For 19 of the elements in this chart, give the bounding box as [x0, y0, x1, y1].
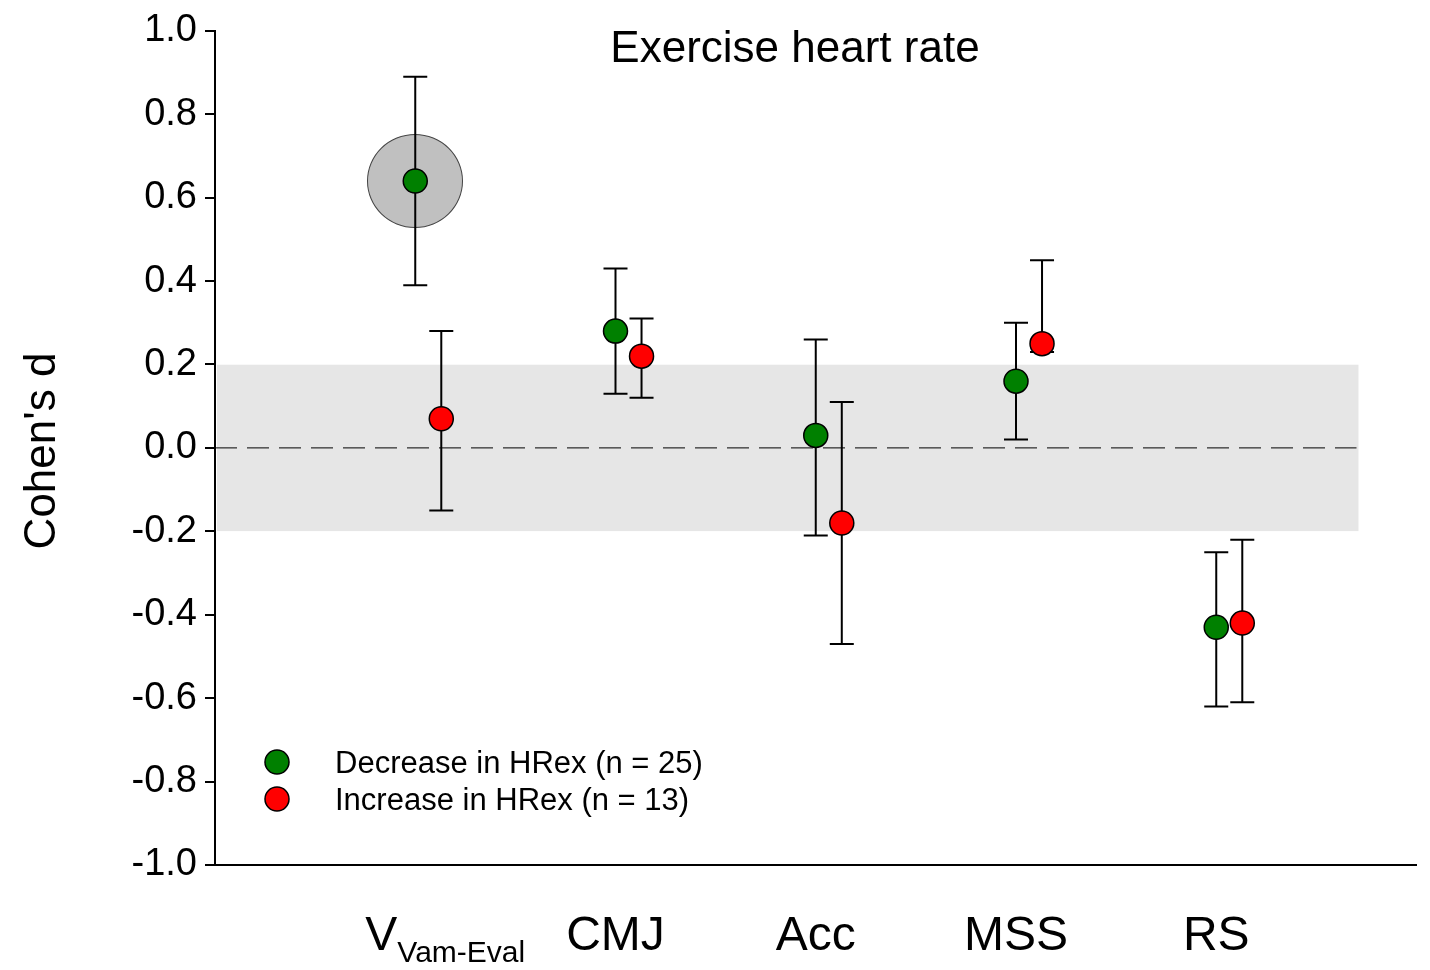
y-tick-label: 0.2	[144, 340, 197, 383]
x-tick-label: Acc	[775, 907, 856, 960]
y-tick-label: 0.6	[144, 174, 197, 217]
y-tick-label: -0.8	[131, 758, 197, 801]
y-axis-title: Cohen's d	[15, 352, 64, 550]
legend-label: Decrease in HRex (n = 25)	[335, 744, 703, 780]
y-tick-label: -1.0	[131, 841, 197, 884]
legend-label: Increase in HRex (n = 13)	[335, 781, 690, 817]
x-tick-label: CMJ	[566, 907, 665, 960]
x-tick-label: RS	[1182, 907, 1250, 960]
y-tick-label: -0.2	[131, 507, 197, 550]
y-tick-label: 0.8	[144, 90, 197, 133]
chart-title: Exercise heart rate	[610, 22, 980, 71]
y-tick-label: 0.0	[144, 424, 197, 467]
y-tick-label: 1.0	[144, 7, 197, 50]
y-tick-label: 0.4	[144, 257, 197, 300]
x-tick-label: MSS	[963, 907, 1069, 960]
y-tick-label: -0.6	[131, 674, 197, 717]
y-tick-label: -0.4	[131, 591, 197, 634]
